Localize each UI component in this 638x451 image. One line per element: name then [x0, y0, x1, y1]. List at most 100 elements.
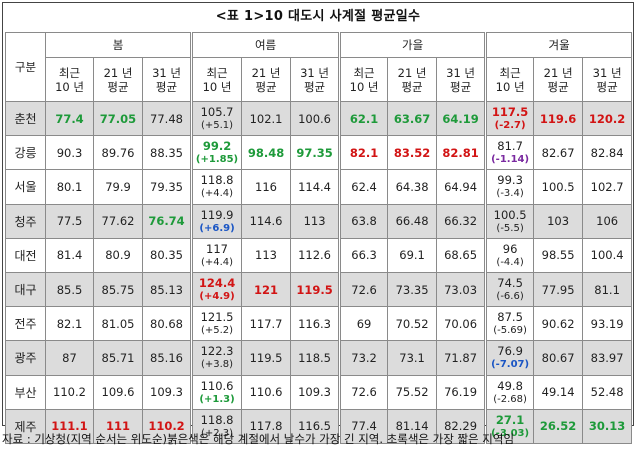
cell-deviation: (-3.4)	[496, 188, 524, 200]
cell-autumn-0: 77.4	[338, 408, 389, 444]
subheader-line1: 31 년	[446, 65, 476, 80]
table-frame: <표 1>10 대도시 사계절 평균일수 구분 봄 여름 가을 겨울 최근 10 …	[2, 2, 634, 444]
cell-spring-0: 82.1	[45, 306, 94, 342]
cell-spring-1: 81.05	[93, 306, 143, 342]
cell-value: 63.67	[393, 111, 431, 126]
cell-value: 30.13	[588, 419, 626, 434]
subheader-line2: 평균	[401, 79, 423, 94]
cell-summer-2: 109.3	[290, 374, 341, 410]
cell-value: 82.1	[56, 316, 83, 331]
cell-summer-1: 117.7	[241, 306, 292, 342]
subheader-summer-0: 최근 10 년	[190, 57, 243, 102]
cell-summer-1: 121	[241, 271, 292, 308]
cell-value: 64.19	[442, 111, 479, 126]
cell-value: 27.1	[495, 412, 525, 427]
cell-spring-2: 79.35	[141, 169, 193, 205]
cell-value: 82.1	[349, 145, 379, 160]
cell-spring-1: 80.9	[93, 237, 143, 273]
cell-value: 90.62	[541, 316, 575, 331]
table-title: <표 1>10 대도시 사계절 평균일수	[215, 9, 421, 24]
cell-summer-0: 105.7 (+5.1)	[190, 100, 243, 137]
subheader-summer-1: 21 년 평균	[241, 57, 292, 102]
cell-autumn-1: 83.52	[387, 135, 438, 171]
cell-value: 121.5	[200, 310, 234, 325]
cell-autumn-2: 82.81	[436, 135, 487, 171]
cell-spring-2: 77.48	[141, 100, 193, 137]
cell-autumn-1: 66.48	[387, 203, 438, 239]
cell-spring-1: 89.76	[93, 135, 143, 171]
cell-autumn-1: 75.52	[387, 374, 438, 410]
cell-value: 80.67	[541, 350, 575, 365]
cell-summer-0: 119.9 (+6.9)	[190, 203, 243, 239]
cell-value: 82.67	[541, 145, 575, 160]
cell-value: 49.14	[541, 385, 575, 400]
cell-summer-2: 119.5	[290, 271, 341, 308]
cell-value: 88.35	[150, 145, 183, 160]
subheader-line1: 21 년	[251, 65, 281, 80]
cell-autumn-0: 69	[338, 306, 389, 342]
cell-spring-1: 77.05	[93, 100, 143, 137]
cell-autumn-0: 62.1	[338, 100, 389, 137]
cell-summer-2: 116.3	[290, 306, 341, 342]
header-gubun: 구분	[5, 32, 46, 102]
cell-value: 109.3	[150, 385, 183, 400]
subheader-line1: 최근	[499, 65, 521, 80]
cell-autumn-0: 82.1	[338, 135, 389, 171]
subheader-winter-0: 최근 10 년	[484, 57, 535, 102]
cell-deviation: (-3.03)	[491, 427, 530, 439]
cell-value: 81.7	[497, 139, 523, 154]
subheader-spring-2: 31 년 평균	[141, 57, 193, 102]
cell-value: 66.3	[351, 248, 377, 263]
cell-value: 72.6	[351, 385, 377, 400]
cell-deviation: (-4.4)	[496, 256, 524, 268]
cell-autumn-2: 64.94	[436, 169, 487, 205]
cell-summer-0: 118.8 (+2.3)	[190, 408, 243, 444]
cell-value: 77.5	[56, 214, 83, 229]
cell-value: 100.5	[541, 179, 575, 194]
table-row: 대전 81.4 80.9 80.35 117 (+4.4) 113 112.6 66.3 69.1…	[5, 237, 633, 273]
cell-summer-1: 114.6	[241, 203, 292, 239]
cell-winter-0: 117.5 (-2.7)	[484, 100, 535, 137]
subheader-autumn-2: 31 년 평균	[436, 57, 487, 102]
cell-value: 77.4	[351, 419, 377, 434]
subheader-line2: 평균	[449, 79, 472, 94]
cell-autumn-2: 73.03	[436, 271, 487, 308]
cell-value: 76.74	[148, 214, 185, 229]
cell-value: 110.2	[148, 419, 185, 434]
cell-spring-2: 88.35	[141, 135, 193, 171]
cell-summer-1: 110.6	[241, 374, 292, 410]
cell-spring-0: 110.2	[45, 374, 94, 410]
cell-winter-1: 103	[533, 203, 584, 239]
cell-summer-1: 117.8	[241, 408, 292, 444]
cell-value: 117.7	[249, 316, 283, 331]
cell-value: 85.16	[150, 350, 183, 365]
cell-autumn-2: 71.87	[436, 340, 487, 376]
subheader-winter-1: 21 년 평균	[533, 57, 584, 102]
cell-value: 109.3	[298, 385, 332, 400]
cell-autumn-0: 72.6	[338, 271, 389, 308]
cell-winter-0: 76.9 (-7.07)	[484, 340, 535, 376]
row-city: 서울	[5, 169, 46, 205]
cell-value: 70.06	[444, 316, 478, 331]
subheader-winter-2: 31 년 평균	[582, 57, 633, 102]
row-city: 대전	[5, 237, 46, 273]
cell-value: 113	[255, 248, 277, 263]
cell-value: 73.1	[399, 350, 425, 365]
cell-autumn-2: 66.32	[436, 203, 487, 239]
header-season-winter: 겨울	[484, 32, 633, 58]
cell-value: 77.4	[55, 111, 84, 126]
cell-autumn-2: 82.29	[436, 408, 487, 444]
cell-spring-1: 79.9	[93, 169, 143, 205]
cell-value: 70.52	[395, 316, 429, 331]
cell-winter-2: 30.13	[582, 408, 633, 444]
cell-value: 76.9	[497, 344, 523, 359]
subheader-line1: 21 년	[397, 65, 427, 80]
cell-value: 100.5	[493, 207, 527, 222]
cell-value: 99.2	[202, 139, 232, 154]
cell-autumn-1: 70.52	[387, 306, 438, 342]
cell-summer-2: 114.4	[290, 169, 341, 205]
cell-spring-1: 111	[93, 408, 143, 444]
cell-value: 77.05	[99, 111, 137, 126]
cell-spring-0: 85.5	[45, 271, 94, 308]
cell-autumn-1: 81.14	[387, 408, 438, 444]
